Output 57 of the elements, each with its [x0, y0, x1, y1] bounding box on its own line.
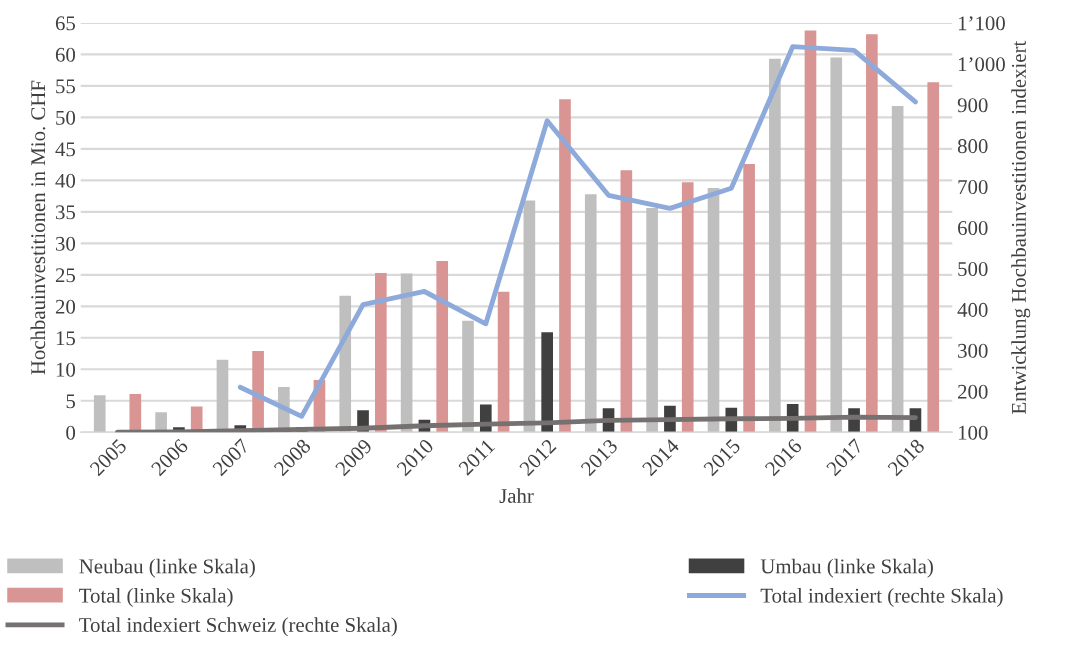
- y2-tick-label: 500: [958, 261, 988, 276]
- legend-label: Total indexiert (rechte Skala): [760, 588, 1003, 607]
- bar: [743, 164, 755, 433]
- bar: [523, 200, 536, 433]
- bar: [769, 58, 781, 433]
- legend-label: Neubau (linke Skala): [79, 558, 255, 578]
- y-tick-label: 35: [56, 205, 76, 220]
- y2-tick-label: 600: [958, 220, 988, 236]
- y2-tick-label: 700: [958, 180, 988, 195]
- bar: [541, 332, 553, 433]
- y-tick-label: 15: [56, 331, 76, 346]
- legend-label: Total indexiert Schweiz (rechte Skala): [79, 617, 397, 637]
- bar: [707, 187, 720, 433]
- bar: [830, 57, 843, 433]
- bar: [436, 260, 449, 433]
- y-tick-label: 50: [56, 110, 76, 125]
- y2-tick-label: 1’100: [958, 16, 1005, 31]
- y2-tick-label: 100: [958, 425, 988, 440]
- bar: [584, 194, 597, 433]
- bar: [155, 412, 167, 433]
- y2-tick-label: 1’000: [958, 57, 1005, 72]
- y2-tick-label: 800: [957, 139, 988, 154]
- bar: [804, 30, 817, 433]
- y2-tick-label: 400: [957, 302, 988, 317]
- y2-tick-label: 900: [957, 98, 988, 113]
- bar: [462, 320, 474, 433]
- x-axis-title: Jahr: [499, 488, 534, 503]
- y2-tick-label: 300: [958, 343, 988, 358]
- bar: [681, 182, 694, 433]
- y-tick-label: 30: [56, 236, 76, 251]
- y-tick-label: 5: [66, 394, 76, 409]
- bar: [866, 34, 878, 433]
- y-tick-label: 55: [56, 79, 76, 94]
- y-tick-label: 65: [55, 16, 76, 31]
- y-tick-label: 45: [55, 142, 76, 157]
- y-tick-label: 25: [55, 268, 76, 283]
- bar: [559, 99, 571, 433]
- bar: [927, 82, 940, 433]
- y-axis-title: Hochbauinvestitionen in Mio. CHF: [30, 80, 46, 375]
- legend-label: Total (linke Skala): [79, 588, 233, 607]
- y-tick-label: 40: [55, 173, 76, 188]
- bar: [497, 291, 510, 433]
- bar: [93, 395, 106, 433]
- legend-label: Umbau (linke Skala): [760, 558, 933, 578]
- y-tick-label: 20: [55, 299, 76, 314]
- y-tick-label: 0: [66, 425, 76, 440]
- bar: [129, 393, 142, 433]
- y-tick-label: 10: [56, 362, 76, 377]
- bar: [891, 106, 904, 433]
- bar: [646, 208, 658, 433]
- y2-axis-title: Entwicklung Hochbauinvestitionen indexiert: [1011, 40, 1031, 414]
- y2-tick-label: 200: [958, 384, 988, 399]
- bar: [375, 272, 387, 433]
- bar: [620, 170, 633, 433]
- y-tick-label: 60: [55, 47, 76, 62]
- line-series: [237, 44, 918, 419]
- line-series: [115, 414, 918, 433]
